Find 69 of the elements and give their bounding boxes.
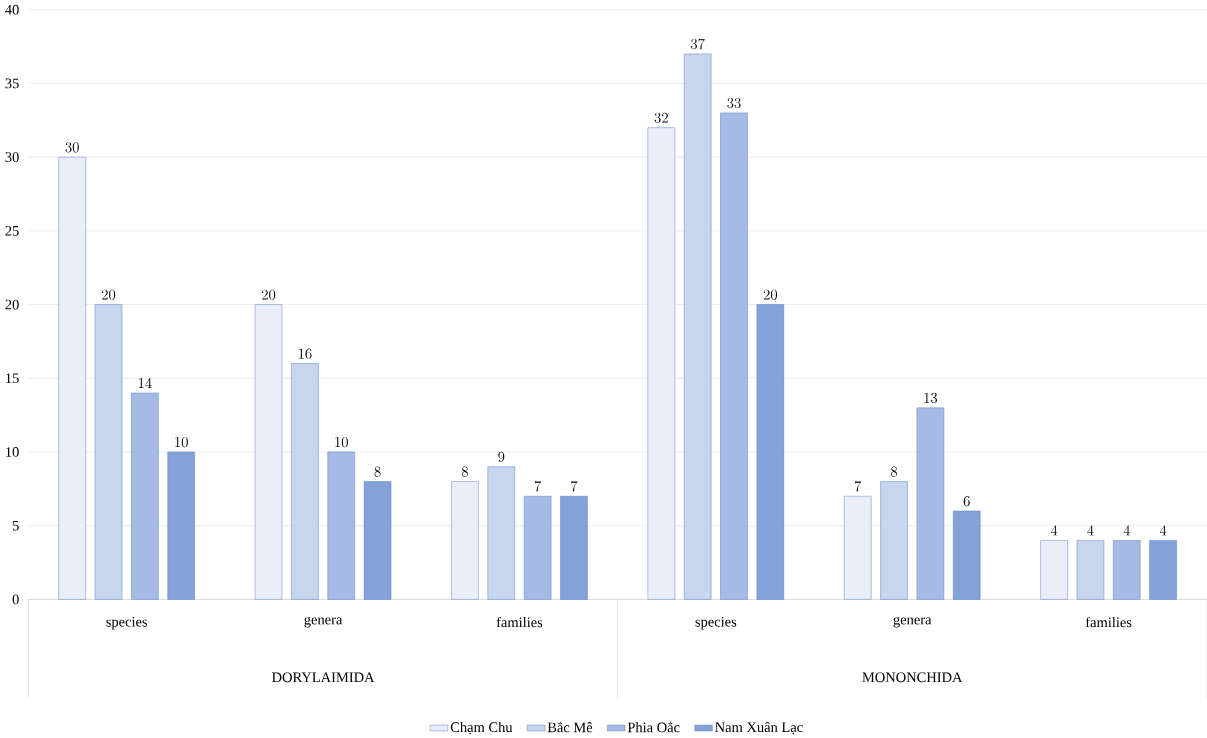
data-label: 33 [727, 97, 741, 108]
y-tick-label: 0 [12, 594, 19, 605]
bar [94, 304, 123, 600]
bar [1040, 539, 1068, 600]
bar [683, 53, 712, 600]
data-label: 4 [1087, 525, 1094, 536]
y-tick-label: 25 [5, 225, 19, 236]
data-label: 8 [891, 466, 898, 477]
bar [167, 451, 195, 600]
bar [953, 510, 981, 600]
x-tick-label: species [695, 616, 737, 630]
bar [844, 495, 872, 600]
bar [647, 127, 676, 600]
data-label: 37 [691, 38, 705, 49]
legend-label: Chạm Chu [450, 721, 513, 735]
bar [1076, 539, 1105, 600]
bar [131, 392, 159, 600]
y-tick-label: 20 [5, 299, 19, 310]
data-label: 10 [335, 436, 348, 448]
data-label: 20 [101, 289, 116, 300]
bar [523, 495, 552, 600]
y-tick-label: 40 [5, 4, 19, 15]
data-label: 6 [963, 495, 970, 506]
bar [291, 363, 319, 600]
data-label: 7 [571, 480, 578, 492]
legend-label: Nam Xuân Lạc [715, 721, 803, 735]
bar [756, 304, 785, 600]
data-label: 14 [138, 377, 152, 388]
data-label: 30 [65, 141, 79, 153]
bar [58, 156, 86, 600]
data-label: 8 [461, 466, 468, 477]
data-label: 10 [175, 436, 188, 448]
bar [880, 481, 908, 600]
data-label: 4 [1123, 525, 1131, 536]
legend-label: Phia Oắc [627, 721, 680, 733]
bar [720, 112, 748, 600]
data-label: 9 [498, 451, 505, 462]
text: DORYLAIMIDA [272, 672, 375, 682]
x-tick-label: families [1085, 616, 1132, 628]
y-tick-label: 15 [6, 373, 19, 383]
bar [1113, 539, 1141, 600]
data-label: 4 [1159, 525, 1167, 536]
data-label: 20 [763, 289, 778, 300]
bar [254, 304, 283, 600]
bar [327, 451, 355, 600]
data-label: 16 [298, 348, 312, 359]
y-tick-label: 5 [12, 520, 19, 531]
y-tick-label: 30 [5, 152, 19, 162]
data-label: 8 [374, 466, 381, 477]
bar [487, 466, 515, 600]
data-label: 32 [654, 112, 668, 123]
bar [363, 481, 392, 600]
bar [451, 481, 479, 600]
x-tick-label: genera [893, 616, 932, 628]
x-tick-label: species [106, 616, 148, 630]
data-label: 20 [262, 289, 276, 300]
text: MONONCHIDA [862, 672, 963, 682]
bar [916, 407, 945, 600]
y-tick-label: 35 [5, 78, 19, 89]
legend-label: Bắc Mê [547, 721, 593, 733]
x-tick-label: genera [304, 616, 343, 628]
data-label: 7 [534, 480, 542, 492]
data-label: 7 [854, 480, 862, 492]
data-label: 13 [924, 392, 938, 403]
y-tick-label: 10 [6, 446, 19, 457]
x-tick-label: families [496, 616, 543, 628]
bar [1149, 539, 1177, 600]
data-label: 4 [1050, 525, 1058, 536]
bar [560, 495, 588, 600]
